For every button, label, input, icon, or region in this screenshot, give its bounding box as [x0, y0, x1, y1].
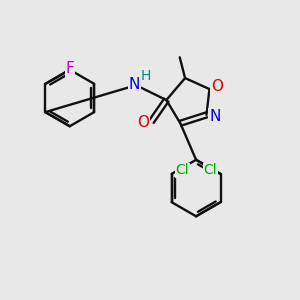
Text: Cl: Cl [203, 164, 217, 177]
Text: N: N [129, 77, 140, 92]
Text: O: O [211, 79, 223, 94]
Text: F: F [65, 61, 74, 76]
Text: Cl: Cl [175, 164, 189, 177]
Text: O: O [137, 115, 149, 130]
Text: H: H [140, 69, 151, 83]
Text: N: N [209, 109, 220, 124]
